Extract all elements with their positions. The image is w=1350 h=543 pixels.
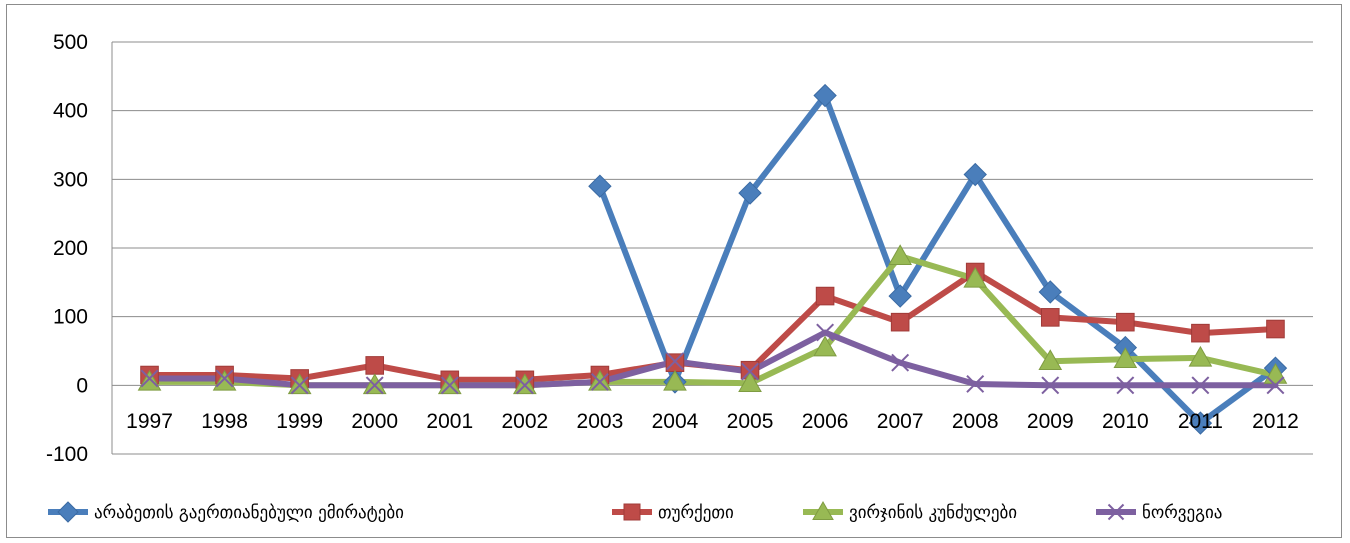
x-tick-label: 2002 — [501, 410, 548, 433]
data-point-triangle — [738, 371, 762, 393]
x-tick-label: 2004 — [652, 410, 699, 433]
x-stroke — [140, 369, 159, 388]
data-point-x — [290, 376, 309, 395]
y-tick-label: 100 — [53, 306, 88, 329]
x-stroke — [891, 353, 910, 372]
legend-label: ნორვეგია — [1142, 503, 1222, 523]
data-point-x — [440, 376, 459, 395]
legend-item: არაბეთის გაერთიანებული ემირატები — [48, 501, 404, 523]
x-stroke — [215, 369, 234, 388]
legend-item: თურქეთი — [612, 503, 734, 523]
x-tick-label: 2009 — [1027, 410, 1074, 433]
data-point-x — [515, 376, 534, 395]
data-point-triangle — [1113, 347, 1138, 368]
data-point-square — [1266, 319, 1285, 339]
x-tick-label: 2011 — [1178, 410, 1223, 433]
data-point-x — [891, 353, 910, 372]
data-point-diamond — [1038, 280, 1062, 304]
legend-item: ნორვეგია — [1096, 503, 1222, 523]
x-stroke — [741, 362, 759, 381]
legend-label: არაბეთის გაერთიანებული ემირატები — [94, 503, 404, 523]
data-point-square — [1116, 312, 1135, 332]
data-point-square — [890, 312, 910, 332]
x-tick-label: 2008 — [952, 410, 999, 433]
legend: არაბეთის გაერთიანებული ემირატები თურქეთი ვ… — [48, 500, 1222, 523]
x-tick-label: 2000 — [351, 410, 398, 433]
data-point-x — [966, 375, 985, 393]
data-point-diamond — [1188, 411, 1213, 435]
data-point-x — [1116, 376, 1135, 395]
chart-frame — [6, 4, 1342, 538]
y-axis-ticks: 500 400 300 200 100 0 -100 — [46, 31, 88, 466]
data-point-x — [1266, 376, 1285, 395]
x-tick-label: 2005 — [727, 410, 774, 433]
data-point-diamond — [888, 284, 912, 308]
data-point-triangle — [813, 335, 837, 357]
data-point-diamond — [57, 501, 79, 523]
data-point-x — [365, 376, 384, 395]
data-point-x — [666, 352, 684, 371]
y-tick-label: 500 — [53, 31, 88, 54]
data-point-diamond — [738, 181, 762, 205]
x-tick-label: 2007 — [877, 410, 924, 433]
series-markers — [137, 83, 1288, 435]
legend-label: თურქეთი — [658, 503, 734, 523]
data-point-square — [815, 286, 835, 306]
x-tick-label: 2003 — [577, 410, 624, 433]
data-point-x — [741, 362, 759, 381]
data-point-square — [365, 356, 385, 375]
x-tick-label: 1998 — [201, 410, 248, 433]
data-point-triangle — [812, 500, 834, 520]
x-stroke — [1116, 376, 1135, 395]
y-tick-label: -100 — [46, 443, 88, 466]
data-point-x — [140, 369, 159, 388]
data-point-triangle — [663, 369, 687, 391]
data-point-triangle — [1188, 345, 1213, 367]
data-point-triangle — [1038, 349, 1063, 371]
series-lines — [146, 92, 1279, 427]
x-tick-label: 2001 — [426, 410, 473, 433]
y-tick-label: 300 — [53, 168, 88, 191]
data-point-diamond — [813, 83, 837, 108]
x-tick-label: 2012 — [1252, 410, 1299, 433]
x-stroke — [816, 323, 835, 342]
x-stroke — [440, 376, 459, 395]
y-tick-label: 200 — [53, 237, 88, 260]
data-point-square — [623, 503, 641, 521]
data-point-diamond — [963, 162, 987, 187]
data-point-triangle — [888, 244, 913, 265]
legend-item: ვირჯინის კუნძულები — [803, 500, 1017, 523]
x-stroke — [666, 352, 684, 371]
data-point-x — [1041, 376, 1060, 395]
data-point-x — [1191, 376, 1210, 395]
data-point-x — [1107, 503, 1125, 521]
x-tick-label: 2006 — [802, 410, 849, 433]
x-stroke — [365, 376, 384, 395]
data-point-x — [215, 369, 234, 388]
x-stroke — [1266, 376, 1285, 395]
data-point-diamond — [588, 174, 612, 198]
y-tick-label: 0 — [76, 374, 88, 397]
x-stroke — [966, 375, 985, 393]
x-tick-label: 2010 — [1102, 410, 1149, 433]
x-stroke — [1191, 376, 1210, 395]
legend-label: ვირჯინის კუნძულები — [849, 503, 1017, 523]
x-stroke — [290, 376, 309, 395]
data-point-x — [816, 323, 835, 342]
x-stroke — [515, 376, 534, 395]
data-point-triangle — [963, 266, 988, 288]
series-line — [146, 329, 1279, 389]
x-stroke — [590, 372, 609, 391]
data-point-square — [1040, 308, 1060, 327]
data-point-square — [1191, 323, 1210, 343]
x-stroke — [1041, 376, 1060, 395]
x-axis-ticks: 1997 1998 1999 2000 2001 2002 2003 2004 2005 2006… — [126, 410, 1299, 433]
x-tick-label: 1999 — [276, 410, 323, 433]
x-stroke — [1107, 503, 1125, 521]
x-tick-label: 1997 — [126, 410, 173, 433]
data-point-x — [590, 372, 609, 391]
y-tick-label: 400 — [53, 100, 88, 123]
